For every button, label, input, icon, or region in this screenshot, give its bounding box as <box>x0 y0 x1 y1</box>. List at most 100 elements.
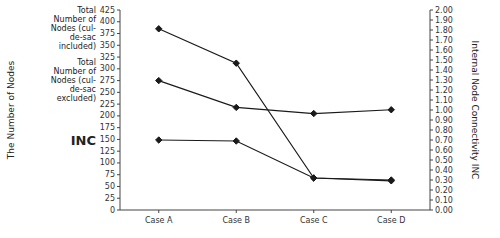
y-tick-label: 225 <box>100 100 115 109</box>
y-tick-label: 300 <box>100 64 115 73</box>
annotation-line: Nodes (cul- <box>51 76 96 85</box>
y-tick-label: 250 <box>100 88 115 97</box>
y-tick <box>117 33 120 34</box>
y-tick-label: 25 <box>105 194 115 203</box>
plot-area <box>156 26 395 184</box>
series-line <box>159 81 392 114</box>
y2-tick-label: 1.80 <box>435 26 453 35</box>
y-tick-label: 350 <box>100 41 115 50</box>
y2-tick <box>430 60 433 61</box>
y2-tick-label: 0.00 <box>435 206 453 215</box>
y-tick-label: 0 <box>110 206 115 215</box>
y2-tick <box>430 140 433 141</box>
y2-tick-label: 0.50 <box>435 156 453 165</box>
y2-axis-label: Internal Node Connectivity INC <box>470 41 480 180</box>
y-tick <box>117 115 120 116</box>
x-tick-label: Case B <box>222 216 250 225</box>
y2-tick <box>430 40 433 41</box>
y2-tick <box>430 10 433 11</box>
y2-tick <box>430 80 433 81</box>
x-tick <box>391 210 392 213</box>
y-tick-label: 275 <box>100 76 115 85</box>
marker <box>156 77 162 83</box>
y2-tick-label: 1.90 <box>435 16 453 25</box>
marker <box>156 137 162 143</box>
marker <box>156 26 162 32</box>
y2-tick-label: 0.20 <box>435 186 453 195</box>
y2-tick <box>430 20 433 21</box>
y-tick <box>117 174 120 175</box>
series-line <box>159 140 392 180</box>
annotation-line: Number of <box>54 15 97 24</box>
y-tick <box>117 162 120 163</box>
y-axis-line <box>120 10 121 210</box>
y2-tick <box>430 180 433 181</box>
y2-tick <box>430 150 433 151</box>
annotation-line: included) <box>59 42 96 51</box>
y2-tick-label: 1.20 <box>435 86 453 95</box>
y2-tick <box>430 30 433 31</box>
y-tick <box>117 68 120 69</box>
y-tick-label: 75 <box>105 170 115 179</box>
x-tick-label: Case C <box>300 216 328 225</box>
annotation: INC <box>71 133 96 148</box>
y2-tick-label: 1.30 <box>435 76 453 85</box>
y-tick <box>117 104 120 105</box>
y2-tick-label: 0.30 <box>435 176 453 185</box>
y-tick-label: 400 <box>100 17 115 26</box>
annotation: TotalNumber ofNodes (cul-de-sacexcluded) <box>51 58 96 103</box>
x-axis-line <box>120 210 430 211</box>
series-line <box>159 29 392 181</box>
marker <box>311 110 317 116</box>
marker <box>233 60 239 66</box>
annotation-line: Total <box>76 58 96 67</box>
x-tick <box>313 210 314 213</box>
annotation-line: Total <box>76 6 96 15</box>
y2-tick-label: 1.10 <box>435 96 453 105</box>
y2-tick-label: 1.40 <box>435 66 453 75</box>
y-tick-label: 150 <box>100 135 115 144</box>
y-tick <box>117 210 120 211</box>
y2-tick-label: 0.60 <box>435 146 453 155</box>
y2-tick-label: 1.60 <box>435 46 453 55</box>
marker <box>388 107 394 113</box>
chart: 0255075100125150175200225250275300325350… <box>0 0 500 238</box>
y2-tick <box>430 70 433 71</box>
y2-tick <box>430 210 433 211</box>
y-tick-label: 175 <box>100 123 115 132</box>
marker <box>311 175 317 181</box>
annotation: TotalNumber ofNodes (cul-de-sacincluded) <box>51 6 96 51</box>
y-tick <box>117 127 120 128</box>
y2-tick-label: 0.40 <box>435 166 453 175</box>
y-tick-label: 325 <box>100 53 115 62</box>
marker <box>233 138 239 144</box>
y2-tick <box>430 200 433 201</box>
y2-tick <box>430 120 433 121</box>
y2-tick <box>430 50 433 51</box>
x-tick-label: Case A <box>145 216 173 225</box>
y-tick-label: 100 <box>100 158 115 167</box>
y2-tick-label: 1.50 <box>435 56 453 65</box>
annotation-line: Nodes (cul- <box>51 24 96 33</box>
y2-tick <box>430 190 433 191</box>
marker <box>233 104 239 110</box>
y-tick <box>117 151 120 152</box>
annotation-line: de-sac <box>70 85 96 94</box>
y2-tick-label: 2.00 <box>435 6 453 15</box>
y2-tick <box>430 100 433 101</box>
y2-tick-label: 0.70 <box>435 136 453 145</box>
y2-tick-label: 0.10 <box>435 196 453 205</box>
y-tick <box>117 21 120 22</box>
y-tick-label: 200 <box>100 111 115 120</box>
y-tick <box>117 45 120 46</box>
y2-tick-label: 0.90 <box>435 116 453 125</box>
y2-tick <box>430 90 433 91</box>
y-tick <box>117 92 120 93</box>
y-tick-label: 375 <box>100 29 115 38</box>
y2-tick-label: 0.80 <box>435 126 453 135</box>
y2-tick-label: 1.70 <box>435 36 453 45</box>
y-axis-label: The Number of Nodes <box>6 61 16 161</box>
annotation-line: excluded) <box>57 94 96 103</box>
annotation-line: de-sac <box>70 33 96 42</box>
y-tick <box>117 186 120 187</box>
